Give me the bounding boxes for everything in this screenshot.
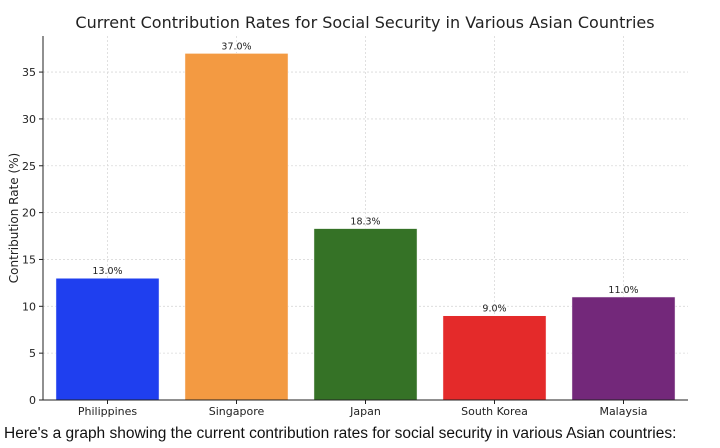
y-tick-label: 20 [22,207,36,220]
chart-title: Current Contribution Rates for Social Se… [75,13,654,32]
y-tick-label: 25 [22,160,36,173]
bar-value-label: 9.0% [482,304,506,315]
bars: 13.0% 37.0% 18.3% 9.0% 11.0% [55,41,676,401]
bar-singapore [184,53,289,401]
bar-philippines [55,277,160,401]
y-axis-label: Contribution Rate (%) [7,153,21,283]
bar-value-label: 13.0% [92,266,122,277]
bar-chart: Current Contribution Rates for Social Se… [7,13,688,418]
bar-japan [313,228,418,401]
bar-south-korea [442,315,547,401]
y-tick-label: 5 [29,347,36,360]
y-tick-label: 15 [22,253,36,266]
x-tick-label: Japan [349,405,381,418]
x-tick-label: Singapore [209,405,265,418]
x-tick-label: Malaysia [599,405,647,418]
caption-text: Here's a graph showing the current contr… [4,425,677,442]
y-tick-label: 30 [22,113,36,126]
bar-value-label: 18.3% [350,217,380,228]
bar-malaysia [571,296,676,401]
x-tick-label: South Korea [461,405,528,418]
axis-ticks: 0 5 10 15 20 25 30 35 Philippines Singapore Japan S… [22,66,648,418]
y-tick-label: 0 [29,394,36,407]
y-tick-label: 35 [22,66,36,79]
x-tick-label: Philippines [78,405,138,418]
y-tick-label: 10 [22,300,36,313]
bar-value-label: 37.0% [221,41,251,52]
bar-value-label: 11.0% [608,285,638,296]
